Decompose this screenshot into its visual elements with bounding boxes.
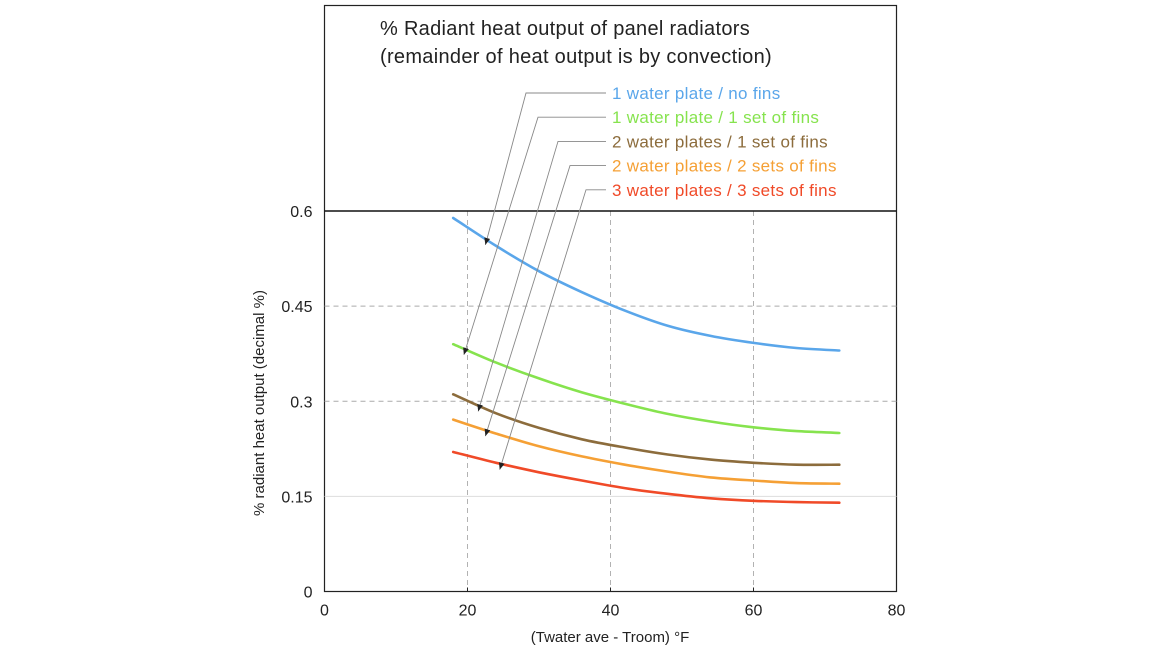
series-line-4 <box>451 450 841 504</box>
x-axis-label: (Twater ave - Troom) °F <box>531 629 690 646</box>
x-tick-label: 60 <box>745 603 763 620</box>
y-tick-label: 0.6 <box>290 204 312 221</box>
legend-arrow-4 <box>498 189 606 470</box>
x-tick-label: 80 <box>888 603 906 620</box>
y-tick-label: 0.45 <box>281 299 312 316</box>
x-tick-label: 20 <box>459 603 477 620</box>
x-tick-label: 0 <box>320 603 329 620</box>
series-line-0 <box>451 216 841 352</box>
series-lines <box>451 216 841 504</box>
chart-title-line-2: (remainder of heat output is by convecti… <box>380 46 772 68</box>
y-tick-label: 0.3 <box>290 394 312 411</box>
series-line-1 <box>451 342 841 435</box>
series-line-3 <box>451 418 841 485</box>
series-line-2 <box>451 393 841 467</box>
legend-entry-3: 2 water plates / 2 sets of fins <box>612 157 837 176</box>
chart-title-line-1: % Radiant heat output of panel radiators <box>380 18 750 40</box>
legend-entry-0: 1 water plate / no fins <box>612 84 781 103</box>
legend-arrows <box>463 92 606 470</box>
y-axis-label: % radiant heat output (decimal %) <box>251 290 268 516</box>
legend: 1 water plate / no fins 1 water plate / 1… <box>612 84 837 200</box>
y-tick-label: 0.15 <box>281 489 312 506</box>
legend-entry-4: 3 water plates / 3 sets of fins <box>612 181 837 200</box>
legend-entry-2: 2 water plates / 1 set of fins <box>612 132 828 151</box>
y-tick-label: 0 <box>304 585 313 602</box>
x-tick-label: 40 <box>602 603 620 620</box>
legend-arrow-2 <box>477 140 606 412</box>
legend-arrow-1 <box>463 116 606 355</box>
legend-entry-1: 1 water plate / 1 set of fins <box>612 108 819 127</box>
axes: 0 20 40 60 80 0 0.15 0.3 0.45 0.6 <box>281 204 905 620</box>
legend-arrow-3 <box>484 165 606 437</box>
legend-arrow-0 <box>484 92 606 246</box>
